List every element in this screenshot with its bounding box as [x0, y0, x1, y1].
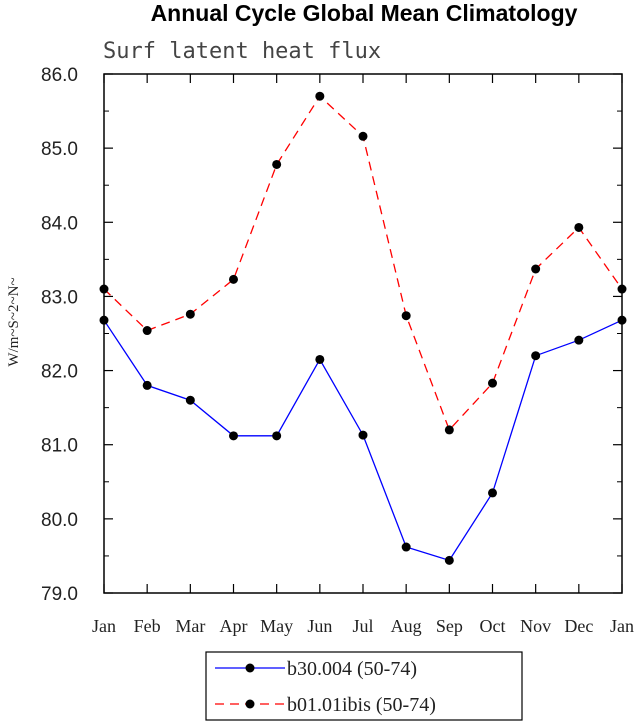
data-point-1-7 [401, 311, 411, 321]
data-point-0-0 [99, 315, 109, 325]
data-point-1-2 [185, 309, 195, 319]
data-point-0-5 [315, 354, 325, 364]
x-tick-label: Jan [92, 616, 116, 636]
x-tick-label: Oct [480, 616, 506, 636]
data-point-0-9 [488, 488, 497, 498]
legend: b30.004 (50-74) b01.01ibis (50-74) [205, 651, 523, 721]
data-point-0-6 [358, 430, 368, 440]
series-layer [99, 91, 627, 565]
x-tick-label: Jul [352, 616, 373, 636]
series-line-0 [103, 319, 623, 562]
plot-frame [103, 73, 623, 594]
x-tick-label: Jun [307, 616, 332, 636]
data-point-1-1 [142, 326, 152, 336]
data-point-0-8 [444, 555, 454, 565]
data-point-0-12 [617, 315, 627, 325]
legend-marker-0 [245, 663, 255, 673]
y-tick-label: 79.0 [41, 584, 78, 605]
y-tick-label: 84.0 [41, 213, 78, 234]
y-axis-label: W/m~S~2~N~ [6, 277, 22, 366]
data-point-0-7 [401, 542, 411, 552]
data-point-1-6 [358, 131, 368, 141]
legend-box [205, 651, 523, 721]
data-point-1-9 [488, 378, 497, 388]
data-point-1-8 [444, 425, 454, 435]
x-tick-label: Nov [520, 616, 551, 636]
x-tick-label: Dec [564, 616, 593, 636]
x-tick-label: May [260, 616, 293, 636]
legend-label-1: b01.01ibis (50-74) [287, 694, 436, 716]
x-tick-label: Jan [610, 616, 634, 636]
data-point-1-12 [617, 284, 627, 294]
chart-title: Annual Cycle Global Mean Climatology [151, 0, 578, 26]
chart-subtitle: Surf latent heat flux [103, 39, 381, 64]
data-point-1-5 [315, 91, 325, 101]
data-point-1-0 [99, 284, 109, 294]
y-tick-label: 83.0 [41, 287, 78, 308]
y-tick-label: 82.0 [41, 362, 78, 383]
x-tick-label: Sep [436, 616, 463, 636]
y-tick-label: 85.0 [41, 139, 78, 160]
x-tick-label: Mar [175, 616, 205, 636]
x-tick-label: Feb [134, 616, 161, 636]
data-point-0-11 [574, 335, 584, 345]
legend-label-0: b30.004 (50-74) [287, 658, 417, 680]
y-axis: 79.0 80.0 81.0 82.0 83.0 84.0 85.0 86.0 [41, 65, 622, 605]
x-axis: Jan Feb Mar Apr May Jun Jul Aug Sep Oct Nov Dec Jan [92, 74, 634, 636]
y-tick-label: 86.0 [41, 65, 78, 86]
data-point-1-10 [531, 264, 541, 274]
data-point-0-2 [185, 395, 195, 405]
data-point-1-11 [574, 222, 584, 232]
data-point-1-4 [272, 159, 282, 169]
data-point-0-10 [531, 351, 541, 361]
data-point-0-4 [272, 431, 282, 441]
series-line-1 [103, 95, 623, 432]
data-point-0-1 [142, 380, 152, 390]
data-point-0-3 [229, 431, 238, 441]
x-tick-label: Aug [391, 616, 422, 636]
y-tick-label: 81.0 [41, 436, 78, 457]
legend-marker-1 [245, 699, 255, 709]
x-tick-label: Apr [220, 616, 248, 636]
data-point-1-3 [229, 274, 238, 284]
y-tick-label: 80.0 [41, 510, 78, 531]
